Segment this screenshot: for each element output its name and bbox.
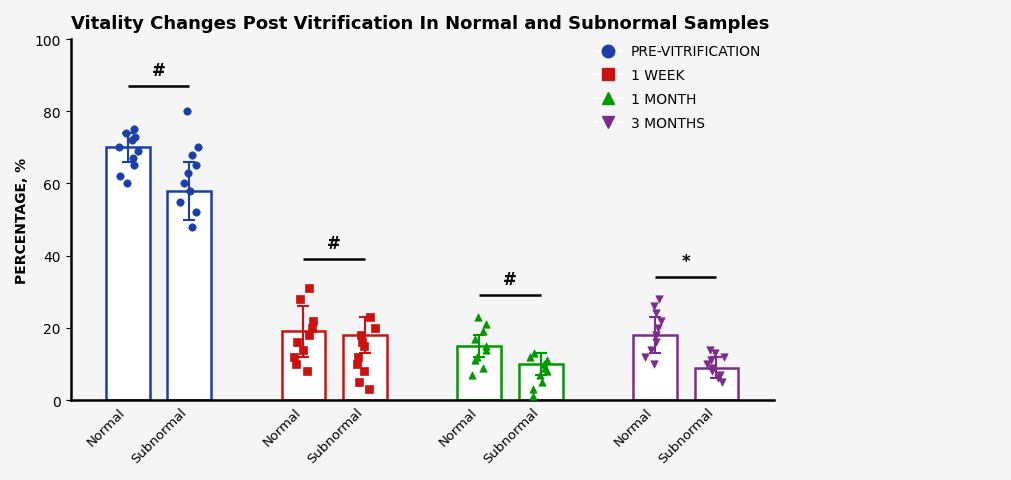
Point — [703, 357, 719, 364]
Point — [357, 368, 373, 375]
Bar — [633, 336, 677, 400]
Point — [301, 332, 317, 339]
Point — [470, 313, 486, 321]
Point — [646, 303, 662, 311]
Point — [125, 126, 142, 134]
Point — [118, 130, 134, 137]
Point — [525, 385, 541, 393]
Point — [356, 342, 372, 350]
Bar — [281, 332, 326, 400]
Point — [467, 335, 483, 343]
Point — [478, 321, 494, 328]
Point — [367, 324, 383, 332]
Point — [362, 313, 378, 321]
Bar — [457, 346, 501, 400]
Bar — [343, 336, 387, 400]
Bar — [106, 148, 150, 400]
Point — [188, 162, 204, 170]
Bar — [695, 368, 738, 400]
Text: *: * — [681, 252, 691, 271]
Point — [534, 378, 550, 386]
Legend: PRE-VITRIFICATION, 1 WEEK, 1 MONTH, 3 MONTHS: PRE-VITRIFICATION, 1 WEEK, 1 MONTH, 3 MO… — [589, 40, 766, 136]
Text: #: # — [328, 235, 341, 252]
Point — [118, 180, 134, 188]
Point — [537, 364, 553, 372]
Point — [125, 162, 142, 170]
Point — [188, 209, 204, 217]
Point — [301, 285, 317, 292]
Point — [299, 368, 315, 375]
Point — [182, 188, 198, 195]
Point — [539, 368, 555, 375]
Point — [716, 353, 732, 361]
Text: #: # — [503, 271, 517, 288]
Point — [704, 368, 720, 375]
Point — [643, 346, 659, 354]
Point — [467, 357, 483, 364]
Point — [292, 296, 308, 303]
Point — [715, 378, 731, 386]
Point — [637, 353, 653, 361]
Point — [303, 324, 319, 332]
Bar — [167, 192, 211, 400]
Point — [184, 224, 200, 231]
Y-axis label: PERCENTAGE, %: PERCENTAGE, % — [15, 157, 29, 283]
Bar — [519, 364, 563, 400]
Point — [176, 180, 192, 188]
Point — [361, 385, 377, 393]
Point — [703, 346, 719, 354]
Point — [707, 349, 723, 357]
Point — [648, 339, 664, 347]
Point — [477, 346, 493, 354]
Point — [648, 310, 664, 318]
Point — [353, 332, 369, 339]
Point — [179, 108, 195, 116]
Point — [478, 342, 494, 350]
Point — [190, 144, 206, 152]
Point — [123, 137, 140, 144]
Point — [475, 364, 491, 372]
Point — [288, 360, 304, 368]
Point — [469, 353, 485, 361]
Point — [127, 133, 144, 141]
Point — [525, 393, 541, 400]
Point — [295, 346, 311, 354]
Point — [646, 360, 662, 368]
Point — [464, 371, 480, 379]
Point — [289, 339, 305, 347]
Point — [172, 198, 188, 206]
Point — [699, 360, 715, 368]
Point — [536, 360, 552, 368]
Point — [286, 353, 302, 361]
Point — [184, 152, 200, 159]
Point — [539, 357, 555, 364]
Point — [305, 317, 321, 325]
Point — [180, 169, 196, 177]
Point — [650, 296, 666, 303]
Point — [125, 155, 142, 163]
Point — [354, 339, 370, 347]
Point — [648, 332, 664, 339]
Point — [523, 353, 539, 361]
Point — [475, 328, 491, 336]
Point — [112, 173, 128, 181]
Point — [351, 353, 367, 361]
Point — [532, 371, 548, 379]
Point — [704, 364, 720, 372]
Point — [652, 317, 668, 325]
Point — [710, 375, 726, 383]
Point — [349, 360, 365, 368]
Text: Vitality Changes Post Vitrification In Normal and Subnormal Samples: Vitality Changes Post Vitrification In N… — [71, 15, 769, 33]
Point — [650, 324, 666, 332]
Point — [129, 148, 146, 156]
Point — [351, 378, 367, 386]
Point — [712, 371, 728, 379]
Point — [527, 349, 543, 357]
Point — [111, 144, 127, 152]
Text: #: # — [152, 62, 166, 80]
